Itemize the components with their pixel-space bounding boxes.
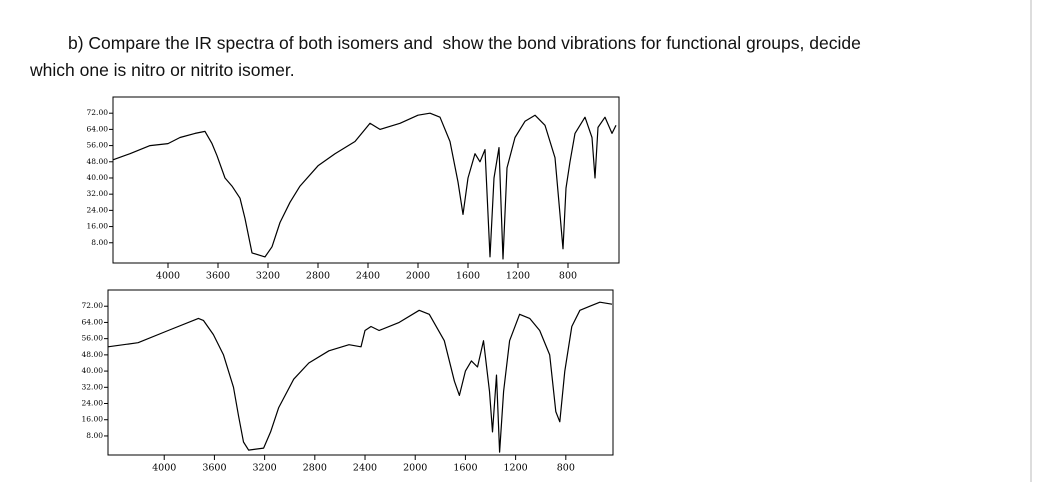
y-tick-label: 8.00 bbox=[91, 238, 108, 247]
question-line: b) Compare the IR spectra of both isomer… bbox=[68, 33, 861, 53]
x-tick-label: 2800 bbox=[303, 463, 327, 474]
plot-frame bbox=[112, 96, 620, 264]
x-tick-label: 2400 bbox=[356, 271, 380, 282]
y-tick-label: 64.00 bbox=[87, 124, 109, 133]
x-tick-label: 2800 bbox=[306, 271, 330, 282]
x-tick-label: 4000 bbox=[152, 463, 176, 474]
x-tick-label: 2000 bbox=[406, 271, 430, 282]
x-tick-label: 3600 bbox=[202, 463, 226, 474]
x-tick-label: 2000 bbox=[403, 463, 427, 474]
spectrum-line bbox=[112, 112, 617, 260]
y-tick-label: 32.00 bbox=[82, 382, 104, 391]
y-tick-label: 64.00 bbox=[82, 317, 104, 326]
x-tick-label: 4000 bbox=[156, 271, 180, 282]
x-tick-label: 1200 bbox=[506, 271, 530, 282]
y-tick-label: 48.00 bbox=[87, 157, 109, 166]
x-tick-label: 3200 bbox=[253, 463, 277, 474]
x-tick-label: 3600 bbox=[206, 271, 230, 282]
x-tick-label: 800 bbox=[559, 271, 577, 282]
y-tick-label: 72.00 bbox=[87, 108, 109, 117]
plot-frame bbox=[107, 289, 614, 456]
y-tick-label: 16.00 bbox=[82, 415, 104, 424]
x-tick-label: 1200 bbox=[504, 463, 528, 474]
scrollbar-edge bbox=[1030, 0, 1032, 482]
y-tick-label: 16.00 bbox=[87, 222, 109, 231]
y-tick-label: 56.00 bbox=[87, 141, 109, 150]
y-tick-label: 40.00 bbox=[87, 173, 109, 182]
x-tick-label: 800 bbox=[557, 463, 575, 474]
y-tick-label: 32.00 bbox=[87, 189, 109, 198]
y-tick-label: 56.00 bbox=[82, 334, 104, 343]
x-tick-label: 1600 bbox=[456, 271, 480, 282]
y-tick-label: 40.00 bbox=[82, 366, 104, 375]
x-tick-label: 3200 bbox=[256, 271, 280, 282]
y-tick-label: 24.00 bbox=[87, 205, 109, 214]
y-tick-label: 8.00 bbox=[86, 431, 103, 440]
y-tick-label: 48.00 bbox=[82, 350, 104, 359]
x-tick-label: 2400 bbox=[353, 463, 377, 474]
y-tick-label: 24.00 bbox=[82, 399, 104, 408]
question-line: which one is nitro or nitrito isomer. bbox=[30, 60, 295, 80]
y-tick-label: 72.00 bbox=[82, 301, 104, 310]
spectrum-line bbox=[107, 301, 613, 453]
x-tick-label: 1600 bbox=[453, 463, 477, 474]
